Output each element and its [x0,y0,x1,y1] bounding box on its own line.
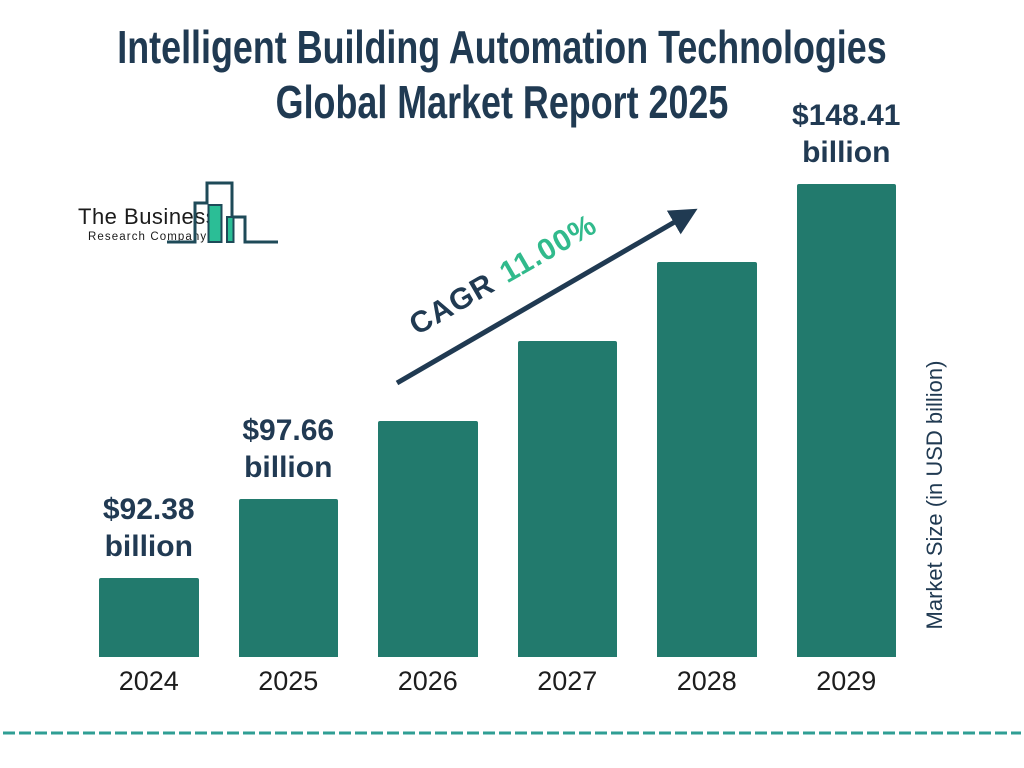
chart-title-line-1: Intelligent Building Automation Technolo… [117,21,887,73]
bar-2026: 2026 [378,421,478,696]
x-tick-2027: 2027 [537,666,598,696]
growth-arrow-icon [395,208,698,386]
bar-chart-plot-area: $92.38 billion 2024 $97.66 billion 2025 … [99,99,900,696]
bar-2028: 2028 [657,262,757,696]
x-tick-2028: 2028 [676,666,737,696]
value-label-2025: $97.66 billion [198,412,378,486]
x-tick-2026: 2026 [397,666,458,696]
value-amount: $148.41 [792,99,901,132]
bar-2025: $97.66 billion 2025 [238,414,338,696]
chart-title: Intelligent Building Automation Technolo… [110,20,893,130]
bottom-dashed-divider [3,731,1021,735]
x-tick-2025: 2025 [258,666,319,696]
x-tick-2024: 2024 [118,666,179,696]
value-unit: billion [244,451,333,484]
logo-buildings-icon [167,181,278,244]
value-amount: $92.38 [102,493,195,526]
bar-2029: $148.41 billion 2029 [792,99,900,696]
value-unit: billion [104,530,193,563]
brand-logo: The Business Research Company [76,176,286,248]
chart-title-line-2: Global Market Report 2025 [275,76,729,128]
y-axis-label: Market Size (in USD billion) [922,360,947,630]
value-amount: $97.66 [242,414,335,447]
value-unit: billion [802,136,891,169]
value-label-2029: $148.41 billion [756,97,936,171]
value-label-2024: $92.38 billion [59,491,239,565]
bar-2027: 2027 [517,341,617,696]
brand-subname: Research Company [88,231,208,243]
x-tick-2029: 2029 [816,666,877,696]
bar-2024: $92.38 billion 2024 [99,493,199,696]
